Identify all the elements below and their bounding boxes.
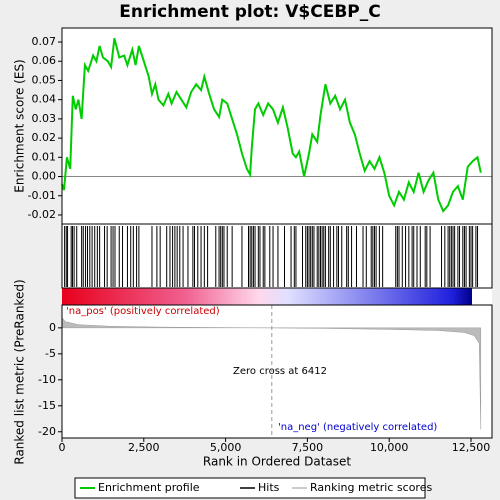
x-tick-label: 10,000 (370, 441, 409, 454)
y-tick-label: 0.02 (32, 131, 57, 144)
x-tick-label: 7,500 (292, 441, 324, 454)
y-tick-label: 0.03 (32, 112, 57, 125)
annotation: Zero cross at 6412 (233, 366, 327, 377)
y-tick-label: 0.05 (32, 73, 57, 86)
panel-frame (61, 304, 493, 439)
annotation: 'na_neg' (negatively correlated) (278, 422, 437, 433)
y-tick-label: 0.00 (32, 170, 57, 183)
y-tick-label: 0 (49, 321, 56, 334)
y-tick-label: -15 (38, 399, 56, 412)
annotation: 'na_pos' (positively correlated) (66, 306, 220, 317)
metric-area (61, 316, 482, 430)
color-bar (62, 288, 472, 305)
x-tick-label: 5,000 (210, 441, 242, 454)
x-tick-label: 0 (59, 441, 66, 454)
x-axis-label: Rank in Ordered Dataset (203, 455, 351, 469)
y-tick-label: 0.07 (32, 35, 57, 48)
legend: Enrichment profile Hits Ranking metric s… (74, 477, 432, 499)
y-tick-label: 0.06 (32, 54, 57, 67)
y-axis-label: Ranked list metric (PreRanked) (13, 279, 27, 464)
y-tick-label: -10 (38, 373, 56, 386)
legend-label: Enrichment profile (98, 481, 200, 494)
y-axis-label: Enrichment score (ES) (13, 59, 27, 192)
legend-label: Ranking metric scores (310, 481, 432, 494)
y-tick-label: 0.04 (32, 93, 57, 106)
enrichment-line (61, 37, 482, 213)
chart-title: Enrichment plot: V$CEBP_C (119, 2, 380, 22)
y-tick-label: -5 (45, 347, 56, 360)
legend-label: Hits (258, 481, 280, 494)
y-tick-label: 0.01 (32, 150, 57, 163)
y-tick-label: -0.02 (28, 208, 56, 221)
y-tick-label: -20 (38, 425, 56, 438)
y-tick-label: -0.01 (28, 189, 56, 202)
x-tick-label: 2,500 (128, 441, 160, 454)
x-tick-label: 12,500 (452, 441, 491, 454)
